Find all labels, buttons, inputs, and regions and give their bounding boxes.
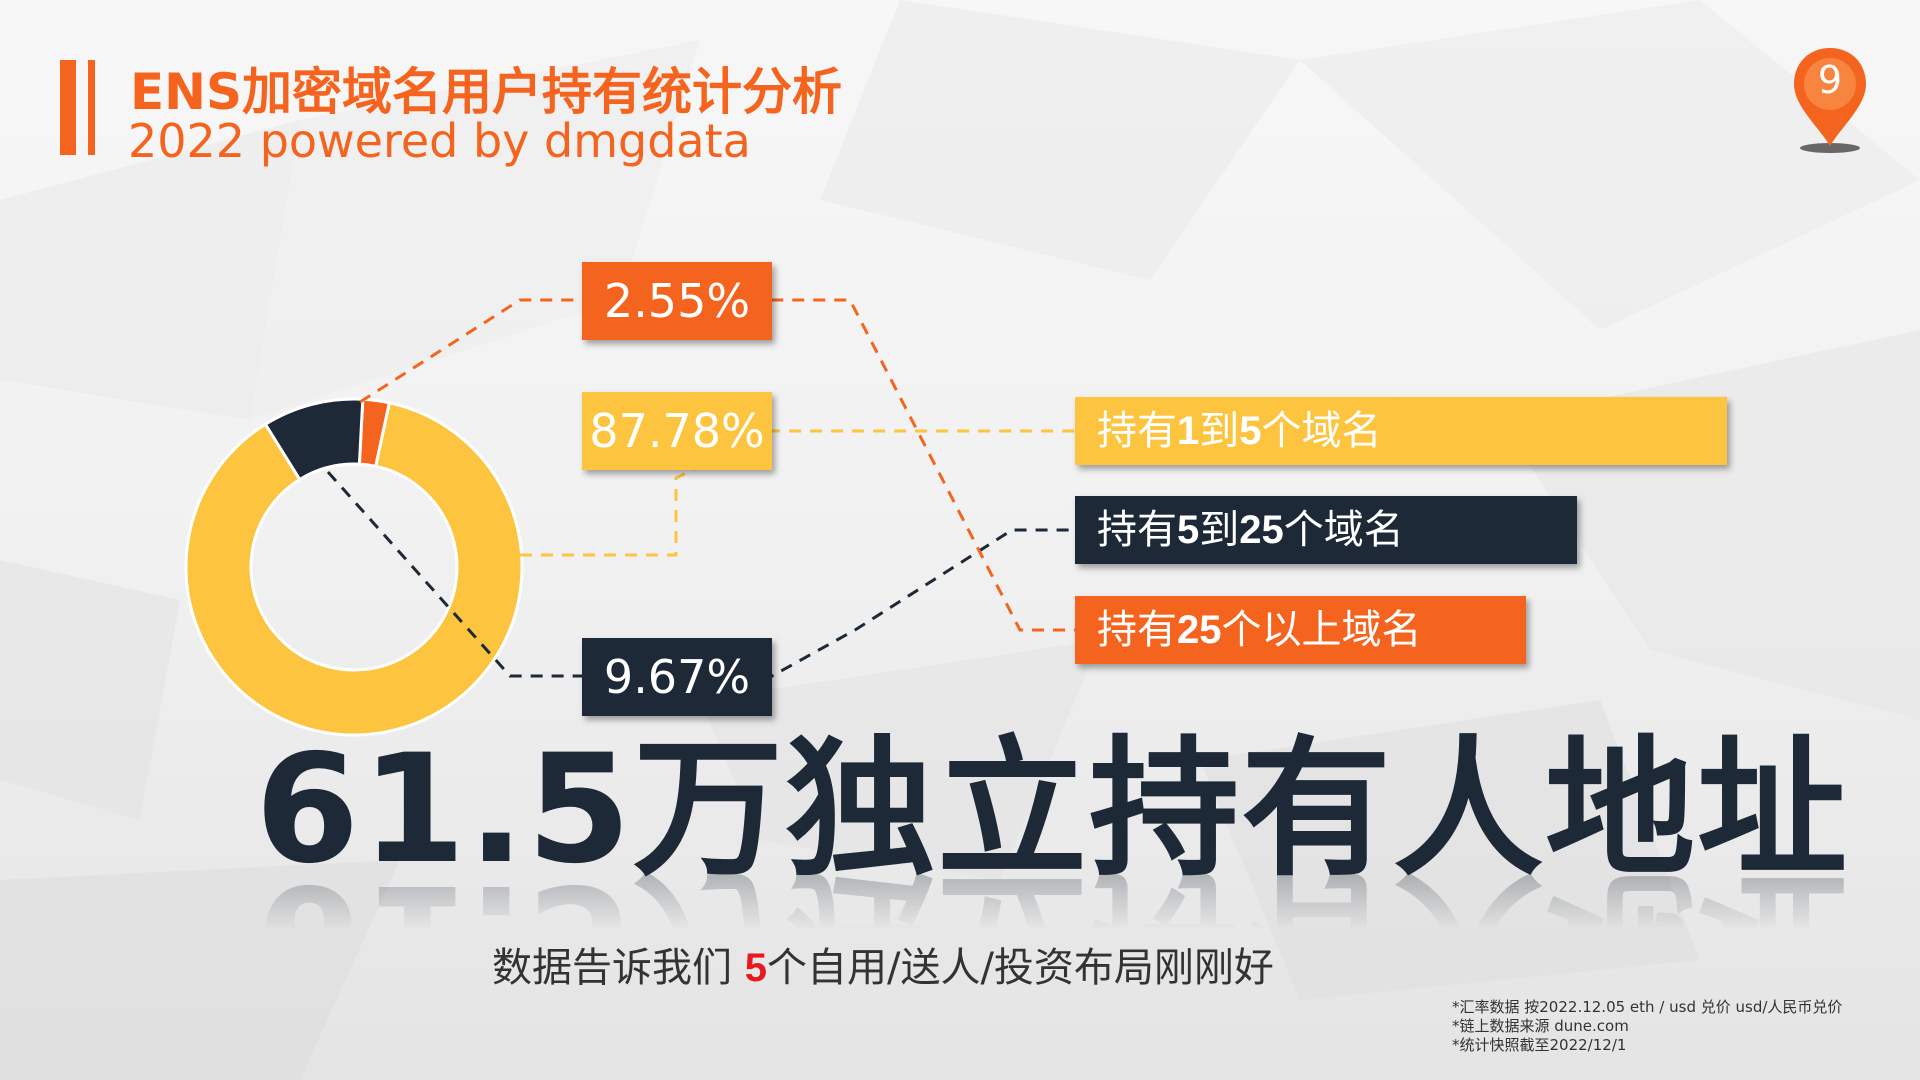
footnote: *链上数据来源 dune.com [1452,1017,1629,1035]
legend-item-over-25: 持有25个以上域名 [1075,596,1526,664]
legend-number: 25 [1239,508,1284,552]
location-pin-icon [1794,48,1866,153]
headline: 61.5万独立持有人地址 [255,723,1850,897]
tagline: 数据告诉我们 5个自用/送人/投资布局刚刚好 [492,935,1274,993]
connector-line [359,298,1075,632]
legend-number: 25 [1177,608,1222,652]
headline-block: 61.5万独立持有人地址 61.5万独立持有人地址 [255,730,1849,1025]
page-subtitle: 2022 powered by dmgdata [128,114,751,168]
donut-slice [184,400,524,737]
tagline-after: 个自用/送人/投资布局刚刚好 [766,945,1274,991]
page-number: 9 [1817,58,1843,102]
percent-label-over-25: 2.55% [582,262,772,340]
connector-line [520,429,1075,557]
legend-number: 1 [1177,409,1200,453]
legend-text: 个域名 [1261,408,1382,454]
legend-text: 持有 [1097,507,1177,553]
percent-label-1-to-5: 87.78% [582,392,772,470]
tagline-highlight: 5 [744,946,767,990]
footnotes: *汇率数据 按2022.12.05 eth / usd 兑价 usd/人民币兑价… [1452,998,1842,1055]
percent-label-5-to-25: 9.67% [582,638,772,716]
legend-item-1-to-5: 持有1到5个域名 [1075,397,1727,465]
legend-number: 5 [1177,508,1200,552]
footnote: *统计快照截至2022/12/1 [1452,1036,1627,1054]
title-accent-bar-thin [88,60,95,155]
legend-text: 个域名 [1283,507,1404,553]
legend-text: 持有 [1097,408,1177,454]
connector-line [326,471,1075,678]
title-accent-bar [60,60,76,155]
page-title: ENS加密域名用户持有统计分析 [130,63,843,121]
tagline-before: 数据告诉我们 [492,945,745,991]
footnote: *汇率数据 按2022.12.05 eth / usd 兑价 usd/人民币兑价 [1452,998,1843,1016]
legend-text: 到 [1199,507,1240,553]
legend-text: 持有 [1097,607,1177,653]
legend-text: 到 [1199,408,1240,454]
legend-text: 个以上域名 [1221,607,1422,653]
legend-number: 5 [1239,409,1262,453]
legend-item-5-to-25: 持有5到25个域名 [1075,496,1577,564]
